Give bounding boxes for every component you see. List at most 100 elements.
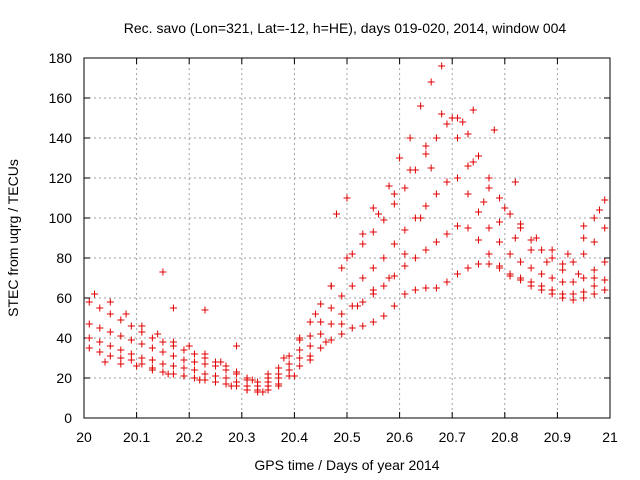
data-point (348, 282, 356, 290)
data-point (390, 272, 398, 280)
data-point (317, 344, 325, 352)
data-point (390, 200, 398, 208)
data-point (148, 366, 156, 374)
data-point (296, 346, 304, 354)
data-point (227, 382, 235, 390)
y-tick-label: 100 (49, 210, 73, 226)
y-tick-labels: 0 20 40 60 80 100 120 140 160 180 (49, 50, 73, 426)
data-point (496, 218, 504, 226)
data-point (406, 134, 414, 142)
data-point (159, 348, 167, 356)
data-point (127, 350, 135, 358)
data-point (601, 224, 609, 232)
y-tick-label: 40 (56, 330, 72, 346)
data-point (275, 370, 283, 378)
data-point (201, 370, 209, 378)
data-point (306, 318, 314, 326)
data-point (485, 174, 493, 182)
data-point (201, 350, 209, 358)
data-point (343, 194, 351, 202)
data-point (601, 286, 609, 294)
data-point (117, 332, 125, 340)
data-point (590, 238, 598, 246)
data-point (138, 340, 146, 348)
data-point (432, 284, 440, 292)
data-point (369, 318, 377, 326)
data-point (438, 110, 446, 118)
data-point (543, 258, 551, 266)
data-point (496, 194, 504, 202)
data-point (401, 250, 409, 258)
data-point (101, 358, 109, 366)
data-point (480, 198, 488, 206)
data-point (559, 290, 567, 298)
data-point (385, 182, 393, 190)
data-point (133, 362, 141, 370)
data-point (559, 278, 567, 286)
data-point (432, 238, 440, 246)
data-point (595, 206, 603, 214)
data-point (212, 378, 219, 386)
x-tick-label: 20.7 (439, 429, 466, 445)
x-tick-label: 21 (602, 429, 618, 445)
data-point (180, 364, 188, 372)
data-point (448, 114, 456, 122)
data-point (264, 370, 272, 378)
data-point (233, 378, 241, 386)
data-point (222, 362, 230, 370)
data-point (453, 134, 461, 142)
data-point (96, 324, 104, 332)
data-point (359, 298, 367, 306)
data-point (406, 166, 414, 174)
data-point (469, 158, 477, 166)
x-tick-label: 20.1 (123, 429, 150, 445)
data-point (427, 164, 435, 172)
data-point (511, 178, 519, 186)
data-point (590, 290, 598, 298)
data-point (401, 184, 409, 192)
data-point (159, 268, 167, 276)
plot-frame (83, 57, 611, 419)
data-point (590, 266, 598, 274)
data-point (154, 330, 162, 338)
data-point (559, 266, 567, 274)
data-point (380, 282, 388, 290)
data-point (233, 368, 241, 376)
data-point (138, 328, 146, 336)
data-point (359, 230, 367, 238)
data-point (396, 154, 404, 162)
data-point (348, 324, 356, 332)
data-point (359, 240, 367, 248)
data-point (422, 284, 430, 292)
data-point (427, 78, 435, 86)
data-point (464, 130, 472, 138)
data-point (580, 234, 588, 242)
data-point (422, 202, 430, 210)
data-point (117, 360, 125, 368)
data-point (306, 342, 314, 350)
chart-title: Rec. savo (Lon=321, Lat=-12, h=HE), days… (124, 20, 567, 36)
data-point (317, 318, 325, 326)
data-point (380, 216, 388, 224)
data-point (359, 322, 367, 330)
data-point (122, 310, 130, 318)
data-point (354, 302, 362, 310)
data-point (185, 342, 193, 350)
data-point (506, 270, 514, 278)
data-point (417, 214, 425, 222)
data-point (317, 330, 325, 338)
data-point (390, 302, 398, 310)
data-point (196, 376, 204, 384)
data-point (343, 254, 351, 262)
data-point (233, 342, 241, 350)
data-point (327, 304, 335, 312)
data-point (243, 386, 251, 394)
data-point (275, 382, 283, 390)
data-point (485, 224, 493, 232)
data-point (338, 264, 346, 272)
data-point (369, 264, 377, 272)
data-points (85, 62, 609, 396)
data-point (285, 352, 293, 360)
data-point (580, 250, 588, 258)
data-point (580, 294, 588, 302)
